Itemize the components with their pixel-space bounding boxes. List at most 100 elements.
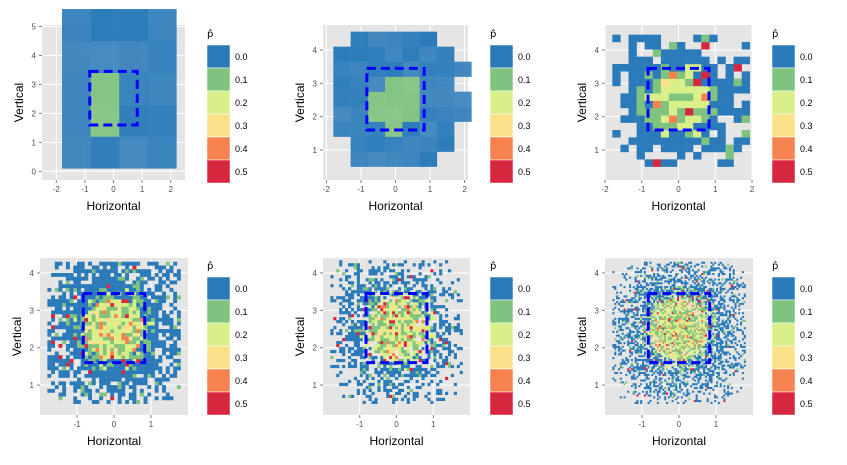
heatmap-cell [668,122,678,131]
heatmap-cell [638,293,641,296]
heatmap-cell [679,366,682,369]
heatmap-cell [359,296,363,300]
heatmap-cell [677,370,680,373]
heatmap-cell [675,336,678,339]
heatmap-cell [690,315,693,319]
heatmap-cell [412,346,416,351]
heatmap-cell [374,278,378,282]
heatmap-cell [132,370,137,375]
heatmap-cell [173,329,178,333]
heatmap-cell [459,332,463,336]
heatmap-cell [636,71,645,79]
heatmap-cell [697,334,700,337]
heatmap-cell [630,304,633,307]
heatmap-cell [77,302,81,307]
heatmap-cell [117,396,122,401]
heatmap-cell [69,325,74,330]
heatmap-cell [699,400,702,403]
heatmap-cell [62,381,67,386]
heatmap-cell [701,289,704,292]
heatmap-cell [643,343,646,347]
heatmap-cell [638,286,641,289]
heatmap-cell [128,366,133,371]
heatmap-cell [636,287,639,290]
heatmap-cell [721,302,724,305]
heatmap-cell [691,312,694,315]
heatmap-cell [128,347,133,352]
heatmap-cell [427,329,431,333]
heatmap-cell [721,351,724,354]
heatmap-cell [721,329,724,332]
heatmap-cell [69,287,74,292]
heatmap-cell [654,282,657,285]
heatmap-cell [353,364,358,369]
heatmap-cell [695,338,698,341]
heatmap-cell [99,381,104,386]
heatmap-cell [684,385,687,388]
heatmap-cell [701,325,704,328]
heatmap-cell [412,263,416,267]
heatmap-cell [667,314,670,317]
heatmap-cell [450,293,455,297]
heatmap-cell [439,397,443,401]
heatmap-cell [139,358,144,363]
heatmap-cell [645,358,648,361]
heatmap-cell [132,366,137,371]
heatmap-cell [433,329,437,333]
heatmap-cell [110,325,115,330]
heatmap-cell [612,330,615,333]
heatmap-cell [397,343,402,348]
heatmap-cell [365,385,369,390]
legend-label: 0.0 [518,52,531,62]
heatmap-cell [677,379,680,382]
heatmap-cell [359,284,363,288]
heatmap-cell [629,355,632,358]
heatmap-cell [666,364,669,367]
heatmap-cell [353,343,358,348]
heatmap-cell [703,300,706,304]
heatmap-cell [677,297,680,300]
heatmap-cell [91,332,96,337]
heatmap-cell [125,343,129,348]
heatmap-cell [147,317,152,322]
heatmap-cell [712,373,715,376]
heatmap-cell [725,370,728,373]
heatmap-cell [660,278,663,281]
heatmap-cell [643,300,646,304]
heatmap-cell [680,355,683,358]
heatmap-cell [703,345,706,348]
heatmap-cell [58,321,63,326]
heatmap-cell [333,76,351,92]
legend-key [206,113,231,138]
heatmap-cell [69,276,74,281]
heatmap-cell [675,263,678,266]
heatmap-cell [412,340,416,345]
heatmap-cell [712,370,715,373]
legend-label: 0.1 [235,307,248,317]
heatmap-cell [427,275,431,279]
heatmap-cell [110,343,115,348]
heatmap-cell [386,263,390,267]
heatmap-cell [693,49,702,57]
heatmap-cell [708,338,711,341]
heatmap-cell [353,323,358,327]
heatmap-cell [636,351,639,354]
heatmap-cell [666,312,669,315]
heatmap-cell [102,269,107,274]
heatmap-cell [51,314,55,319]
heatmap-cell [697,325,700,328]
heatmap-cell [643,267,646,270]
heatmap-cell [395,397,399,401]
heatmap-cell [716,338,719,341]
heatmap-cell [693,272,696,276]
heatmap-cell [671,336,674,339]
heatmap-cell [658,340,661,343]
heatmap-cell [691,338,694,341]
heatmap-cell [699,286,702,289]
y-tick-label: 3 [313,79,318,88]
heatmap-cell [374,284,378,288]
heatmap-cell [669,304,672,307]
heatmap-cell [682,358,685,361]
heatmap-cell [638,358,641,361]
heatmap-cell [147,314,152,319]
